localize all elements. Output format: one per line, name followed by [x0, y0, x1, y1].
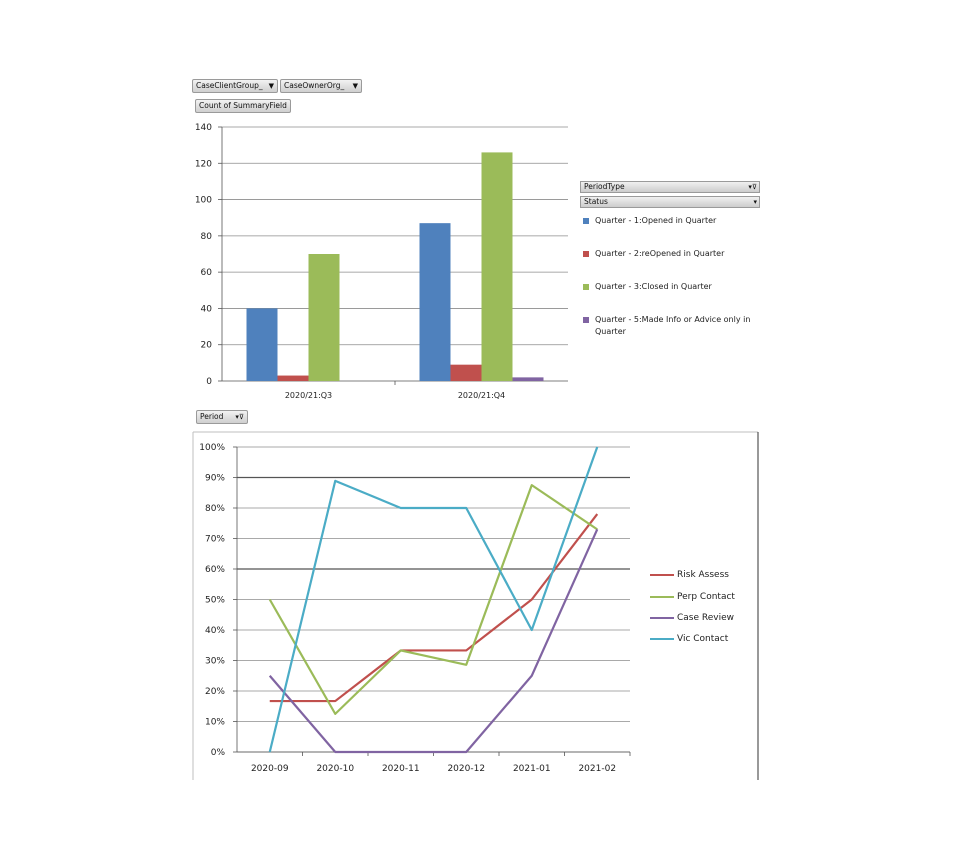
legend-label: Quarter - 5:Made Info or Advice only in … — [595, 315, 751, 336]
line-legend-item: Perp Contact — [650, 591, 767, 603]
bar-quarter-3-3-2020-21-q4 — [481, 152, 513, 381]
legend-line-swatch — [650, 638, 674, 640]
filter-icon: ▾⊽ — [235, 413, 244, 421]
bar-legend-item: Quarter - 5:Made Info or Advice only in … — [583, 314, 765, 338]
period-type-label: PeriodType — [584, 182, 625, 191]
line-x-tick-label: 2020-12 — [447, 764, 485, 774]
bar-y-tick-label: 40 — [201, 304, 213, 314]
line-y-tick-label: 20% — [205, 687, 225, 697]
client-group-filter-button[interactable]: CaseClientGroup_ ▼ — [192, 79, 278, 93]
bar-legend-item: Quarter - 1:Opened in Quarter — [583, 215, 765, 227]
line-legend-item: Case Review — [650, 612, 767, 624]
bar-y-tick-label: 20 — [201, 341, 213, 351]
bar-x-tick-label: 2020/21:Q3 — [285, 391, 332, 400]
bar-quarter-1-1-2020-21-q4 — [419, 223, 451, 381]
legend-label: Quarter - 3:Closed in Quarter — [595, 282, 712, 291]
dropdown-arrow-icon: ▼ — [268, 82, 274, 90]
dropdown-arrow-icon: ▼ — [352, 82, 358, 90]
legend-swatch — [583, 317, 589, 323]
bar-quarter-3-3-2020-21-q3 — [308, 254, 340, 381]
bar-y-tick-label: 80 — [201, 232, 213, 242]
summary-field-button[interactable]: Count of SummaryField — [195, 99, 291, 113]
period-filter-button[interactable]: Period ▾⊽ — [196, 410, 248, 424]
legend-swatch — [583, 251, 589, 257]
legend-label: Vic Contact — [677, 634, 729, 644]
line-y-tick-label: 100% — [199, 443, 225, 453]
bar-y-tick-label: 140 — [195, 123, 212, 133]
line-y-tick-label: 90% — [205, 474, 225, 484]
legend-swatch — [583, 284, 589, 290]
bar-legend-item: Quarter - 2:reOpened in Quarter — [583, 248, 765, 260]
legend-line-swatch — [650, 596, 674, 598]
line-y-tick-label: 70% — [205, 535, 225, 545]
legend-label: Quarter - 2:reOpened in Quarter — [595, 249, 725, 258]
owner-org-label: CaseOwnerOrg_ — [284, 81, 345, 90]
line-y-tick-label: 50% — [205, 596, 225, 606]
status-label: Status — [584, 197, 608, 206]
period-label: Period — [200, 412, 224, 421]
legend-label: Risk Assess — [677, 570, 729, 580]
line-legend-item: Risk Assess — [650, 569, 767, 581]
bar-quarter-1-1-2020-21-q3 — [246, 308, 278, 381]
bar-y-tick-label: 0 — [206, 377, 212, 387]
line-y-tick-label: 60% — [205, 565, 225, 575]
line-y-tick-label: 30% — [205, 657, 225, 667]
line-legend-item: Vic Contact — [650, 633, 767, 645]
filter-icon: ▾⊽ — [748, 183, 757, 191]
line-x-tick-label: 2020-10 — [316, 764, 354, 774]
status-field-button[interactable]: Status ▾ — [580, 196, 760, 208]
bar-quarter-5-4-2020-21-q4 — [512, 377, 544, 381]
line-y-tick-label: 0% — [211, 748, 226, 758]
summary-field-label: Count of SummaryField — [199, 101, 287, 110]
legend-label: Case Review — [677, 613, 734, 623]
legend-line-swatch — [650, 617, 674, 619]
period-type-field-button[interactable]: PeriodType ▾⊽ — [580, 181, 760, 193]
line-x-tick-label: 2020-09 — [251, 764, 289, 774]
owner-org-filter-button[interactable]: CaseOwnerOrg_ ▼ — [280, 79, 362, 93]
legend-label: Perp Contact — [677, 592, 735, 602]
legend-swatch — [583, 218, 589, 224]
bar-y-tick-label: 120 — [195, 159, 212, 169]
bar-x-tick-label: 2020/21:Q4 — [458, 391, 505, 400]
bar-y-tick-label: 100 — [195, 196, 212, 206]
line-x-tick-label: 2021-02 — [578, 764, 616, 774]
client-group-label: CaseClientGroup_ — [196, 81, 263, 90]
legend-label: Quarter - 1:Opened in Quarter — [595, 216, 717, 225]
line-series-case-review — [268, 528, 599, 754]
bar-quarter-2-2-2020-21-q3 — [277, 375, 309, 381]
bar-quarter-2-2-2020-21-q4 — [450, 364, 482, 381]
line-series-vic-contact — [268, 446, 599, 753]
dropdown-arrow-icon: ▾ — [753, 198, 757, 206]
bar-legend-item: Quarter - 3:Closed in Quarter — [583, 281, 765, 293]
legend-line-swatch — [650, 574, 674, 576]
bar-y-tick-label: 60 — [201, 268, 213, 278]
line-y-tick-label: 10% — [205, 718, 225, 728]
line-x-tick-label: 2020-11 — [382, 764, 420, 774]
line-y-tick-label: 80% — [205, 504, 225, 514]
line-x-tick-label: 2021-01 — [513, 764, 551, 774]
line-series-risk-assess — [269, 513, 599, 703]
line-y-tick-label: 40% — [205, 626, 225, 636]
line-series-perp-contact — [268, 484, 598, 715]
